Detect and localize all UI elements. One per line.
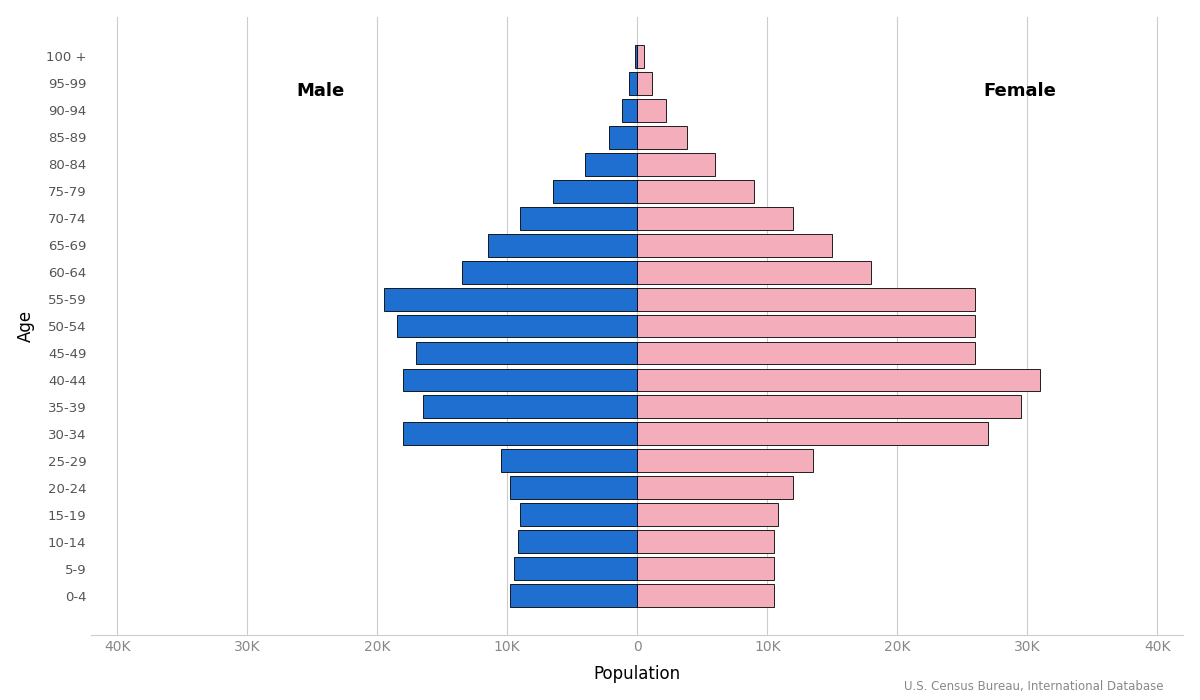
Bar bbox=[637, 206, 793, 230]
Bar bbox=[500, 449, 637, 473]
Bar bbox=[397, 314, 637, 337]
Bar bbox=[553, 180, 637, 202]
Bar bbox=[637, 557, 774, 580]
Bar bbox=[637, 449, 812, 473]
Bar bbox=[416, 342, 637, 365]
Bar bbox=[637, 45, 643, 68]
Bar bbox=[403, 423, 637, 445]
Text: Female: Female bbox=[983, 82, 1056, 100]
Bar bbox=[637, 234, 833, 257]
Bar bbox=[637, 126, 686, 148]
Bar bbox=[637, 180, 755, 202]
Bar bbox=[630, 72, 637, 94]
Bar bbox=[637, 342, 976, 365]
Bar bbox=[637, 395, 1021, 419]
Bar bbox=[637, 477, 793, 499]
Bar bbox=[637, 368, 1040, 391]
Bar bbox=[384, 288, 637, 311]
Bar bbox=[586, 153, 637, 176]
Bar bbox=[422, 395, 637, 419]
Bar bbox=[637, 584, 774, 607]
Bar bbox=[622, 99, 637, 122]
Bar bbox=[608, 126, 637, 148]
Bar bbox=[637, 423, 989, 445]
Bar bbox=[521, 503, 637, 526]
Bar bbox=[637, 260, 871, 284]
Bar bbox=[637, 503, 778, 526]
Bar bbox=[637, 99, 666, 122]
Bar bbox=[514, 557, 637, 580]
Text: U.S. Census Bureau, International Database: U.S. Census Bureau, International Databa… bbox=[905, 680, 1164, 693]
Bar bbox=[510, 477, 637, 499]
Bar bbox=[521, 206, 637, 230]
X-axis label: Population: Population bbox=[594, 665, 680, 683]
Bar bbox=[637, 153, 715, 176]
Bar bbox=[403, 368, 637, 391]
Text: Male: Male bbox=[296, 82, 344, 100]
Bar bbox=[635, 45, 637, 68]
Bar bbox=[462, 260, 637, 284]
Y-axis label: Age: Age bbox=[17, 310, 35, 342]
Bar bbox=[637, 531, 774, 553]
Bar bbox=[487, 234, 637, 257]
Bar bbox=[637, 288, 976, 311]
Bar bbox=[510, 584, 637, 607]
Bar bbox=[637, 72, 652, 94]
Bar bbox=[637, 314, 976, 337]
Bar bbox=[517, 531, 637, 553]
